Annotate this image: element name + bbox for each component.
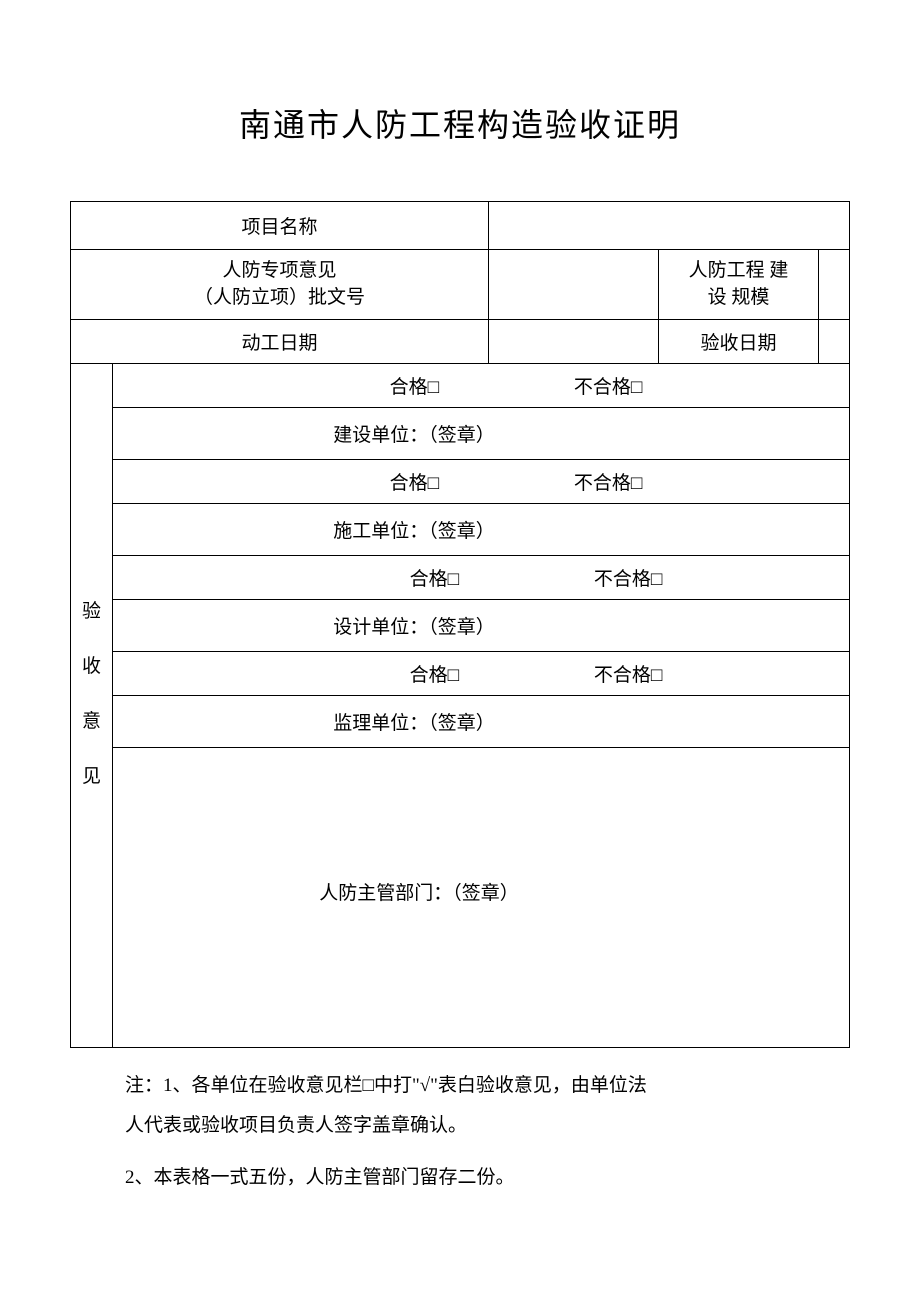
seal-builder-unit: 施工单位：（签章） xyxy=(113,504,850,556)
value-project-name[interactable] xyxy=(489,202,850,250)
opinion-char-2: 收 xyxy=(82,651,101,678)
row-authority-seal: 人防主管部门：（签章） xyxy=(71,748,850,1048)
note-line-1: 注：1、各单位在验收意见栏□中打"√"表白验收意见，由单位法 xyxy=(125,1066,820,1106)
row-opinion-4-check: 合格□ 不合格□ xyxy=(71,652,850,696)
row-opinion-3-check: 合格□ 不合格□ xyxy=(71,556,850,600)
value-start-date[interactable] xyxy=(489,320,659,364)
opinion-2-checkboxes[interactable]: 合格□ 不合格□ xyxy=(113,460,850,504)
note-line-3: 2、本表格一式五份，人防主管部门留存二份。 xyxy=(125,1158,820,1198)
value-approval-no[interactable] xyxy=(489,250,659,320)
opinion-3-checkboxes[interactable]: 合格□ 不合格□ xyxy=(113,556,850,600)
label-opinion-vertical: 验 收 意 见 xyxy=(71,364,113,1048)
value-project-scale[interactable] xyxy=(819,250,850,320)
label-project-scale: 人防工程 建 设 规模 xyxy=(659,250,819,320)
seal-construction-unit: 建设单位：（签章） xyxy=(113,408,850,460)
row-project-name: 项目名称 xyxy=(71,202,850,250)
label-project-name: 项目名称 xyxy=(71,202,489,250)
row-dates: 动工日期 验收日期 xyxy=(71,320,850,364)
opinion-char-3: 意 xyxy=(82,706,101,733)
row-opinion-1-seal: 建设单位：（签章） xyxy=(71,408,850,460)
opinion-char-4: 见 xyxy=(82,761,101,788)
checkbox-fail-3[interactable]: 不合格□ xyxy=(594,564,662,591)
opinion-1-checkboxes[interactable]: 合格□ 不合格□ xyxy=(113,364,850,408)
note-line-2: 人代表或验收项目负责人签字盖章确认。 xyxy=(125,1106,820,1146)
row-opinion-4-seal: 监理单位：（签章） xyxy=(71,696,850,748)
value-accept-date[interactable] xyxy=(819,320,850,364)
opinion-4-checkboxes[interactable]: 合格□ 不合格□ xyxy=(113,652,850,696)
checkbox-fail-1[interactable]: 不合格□ xyxy=(574,372,642,399)
row-opinion-2-check: 合格□ 不合格□ xyxy=(71,460,850,504)
checkbox-pass-1[interactable]: 合格□ xyxy=(390,372,439,399)
label-scale-line2: 设 规模 xyxy=(665,285,812,312)
acceptance-form-table: 项目名称 人防专项意见 （人防立项）批文号 人防工程 建 设 规模 动工日期 验… xyxy=(70,201,850,1048)
notes-section: 注：1、各单位在验收意见栏□中打"√"表白验收意见，由单位法 人代表或验收项目负… xyxy=(70,1066,850,1198)
seal-authority: 人防主管部门：（签章） xyxy=(113,748,850,1048)
checkbox-fail-4[interactable]: 不合格□ xyxy=(594,660,662,687)
row-opinion-1-check: 验 收 意 见 合格□ 不合格□ xyxy=(71,364,850,408)
label-approval-no: 人防专项意见 （人防立项）批文号 xyxy=(71,250,489,320)
checkbox-pass-4[interactable]: 合格□ xyxy=(410,660,459,687)
row-opinion-3-seal: 设计单位：（签章） xyxy=(71,600,850,652)
label-approval-line2: （人防立项）批文号 xyxy=(77,285,482,312)
row-approval-scale: 人防专项意见 （人防立项）批文号 人防工程 建 设 规模 xyxy=(71,250,850,320)
checkbox-pass-2[interactable]: 合格□ xyxy=(390,468,439,495)
checkbox-fail-2[interactable]: 不合格□ xyxy=(574,468,642,495)
row-opinion-2-seal: 施工单位：（签章） xyxy=(71,504,850,556)
label-approval-line1: 人防专项意见 xyxy=(77,258,482,285)
label-start-date: 动工日期 xyxy=(71,320,489,364)
label-accept-date: 验收日期 xyxy=(659,320,819,364)
seal-supervision-unit: 监理单位：（签章） xyxy=(113,696,850,748)
seal-design-unit: 设计单位：（签章） xyxy=(113,600,850,652)
checkbox-pass-3[interactable]: 合格□ xyxy=(410,564,459,591)
document-title: 南通市人防工程构造验收证明 xyxy=(70,100,850,146)
label-scale-line1: 人防工程 建 xyxy=(665,258,812,285)
opinion-char-1: 验 xyxy=(82,596,101,623)
